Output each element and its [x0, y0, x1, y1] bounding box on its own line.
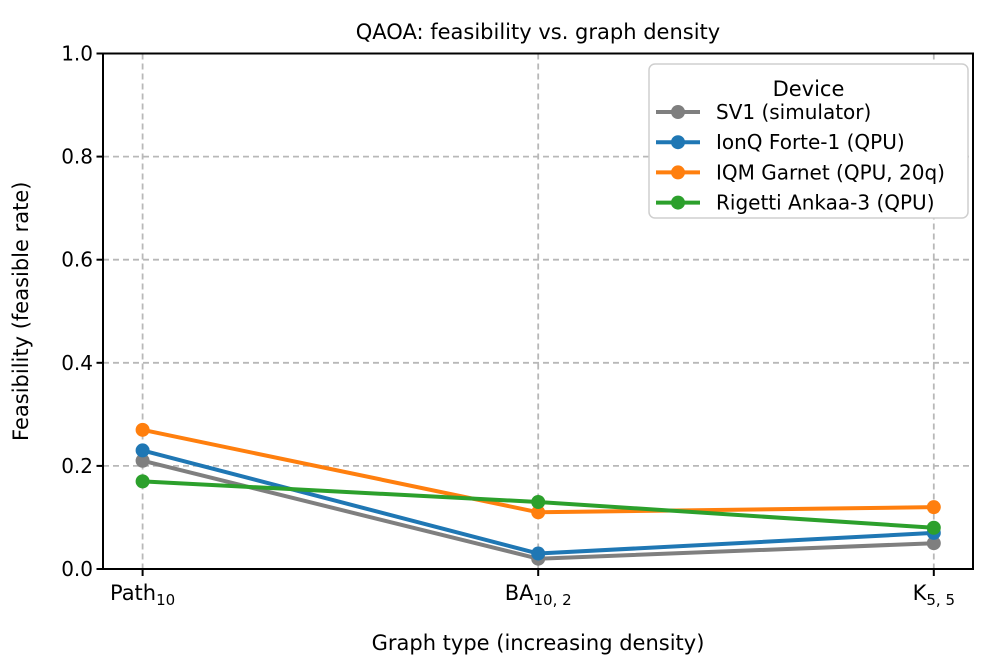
chart-title: QAOA: feasibility vs. graph density [356, 20, 720, 44]
legend-box [648, 63, 969, 219]
data-point [531, 494, 546, 509]
series-iqm-garnet-qpu-20q [135, 422, 941, 520]
legend-label: IQM Garnet (QPU, 20q) [716, 160, 945, 184]
x-axis-label: Graph type (increasing density) [372, 631, 705, 655]
data-point [926, 520, 941, 535]
y-tick-label: 1.0 [61, 42, 93, 66]
y-tick-label: 0.6 [61, 248, 93, 272]
data-point [926, 500, 941, 515]
y-tick-label: 0.8 [61, 145, 93, 169]
data-point [531, 505, 546, 520]
legend-label: SV1 (simulator) [716, 100, 871, 124]
y-tick-label: 0.0 [61, 557, 93, 581]
tick-marks [96, 52, 935, 576]
x-tick-label: Path10 [110, 581, 175, 609]
y-tick-label: 0.4 [61, 351, 93, 375]
y-tick-label: 0.2 [61, 454, 93, 478]
x-tick-label: K5, 5 [913, 581, 955, 609]
data-point [135, 443, 150, 458]
data-point [926, 536, 941, 551]
series-rigetti-ankaa-3-qpu [135, 474, 941, 535]
legend-swatch-marker [671, 165, 685, 180]
data-point [135, 453, 150, 468]
legend-swatch-marker [671, 195, 685, 210]
legend-label: Rigetti Ankaa-3 (QPU) [716, 191, 935, 215]
legend-item: Rigetti Ankaa-3 (QPU) [656, 191, 935, 215]
data-point [135, 422, 150, 437]
legend-swatch-marker [671, 105, 685, 119]
legend-label: IonQ Forte-1 (QPU) [716, 130, 905, 154]
legend-item: SV1 (simulator) [656, 100, 871, 124]
legend-item: IonQ Forte-1 (QPU) [656, 130, 905, 154]
legend-swatch-marker [671, 135, 685, 150]
y-axis-label: Feasibility (feasible rate) [9, 182, 33, 441]
data-point [531, 546, 546, 561]
data-point [135, 474, 150, 489]
x-tick-label: BA10, 2 [505, 581, 572, 609]
legend-title: Device [773, 77, 845, 101]
legend-item: IQM Garnet (QPU, 20q) [656, 160, 945, 184]
